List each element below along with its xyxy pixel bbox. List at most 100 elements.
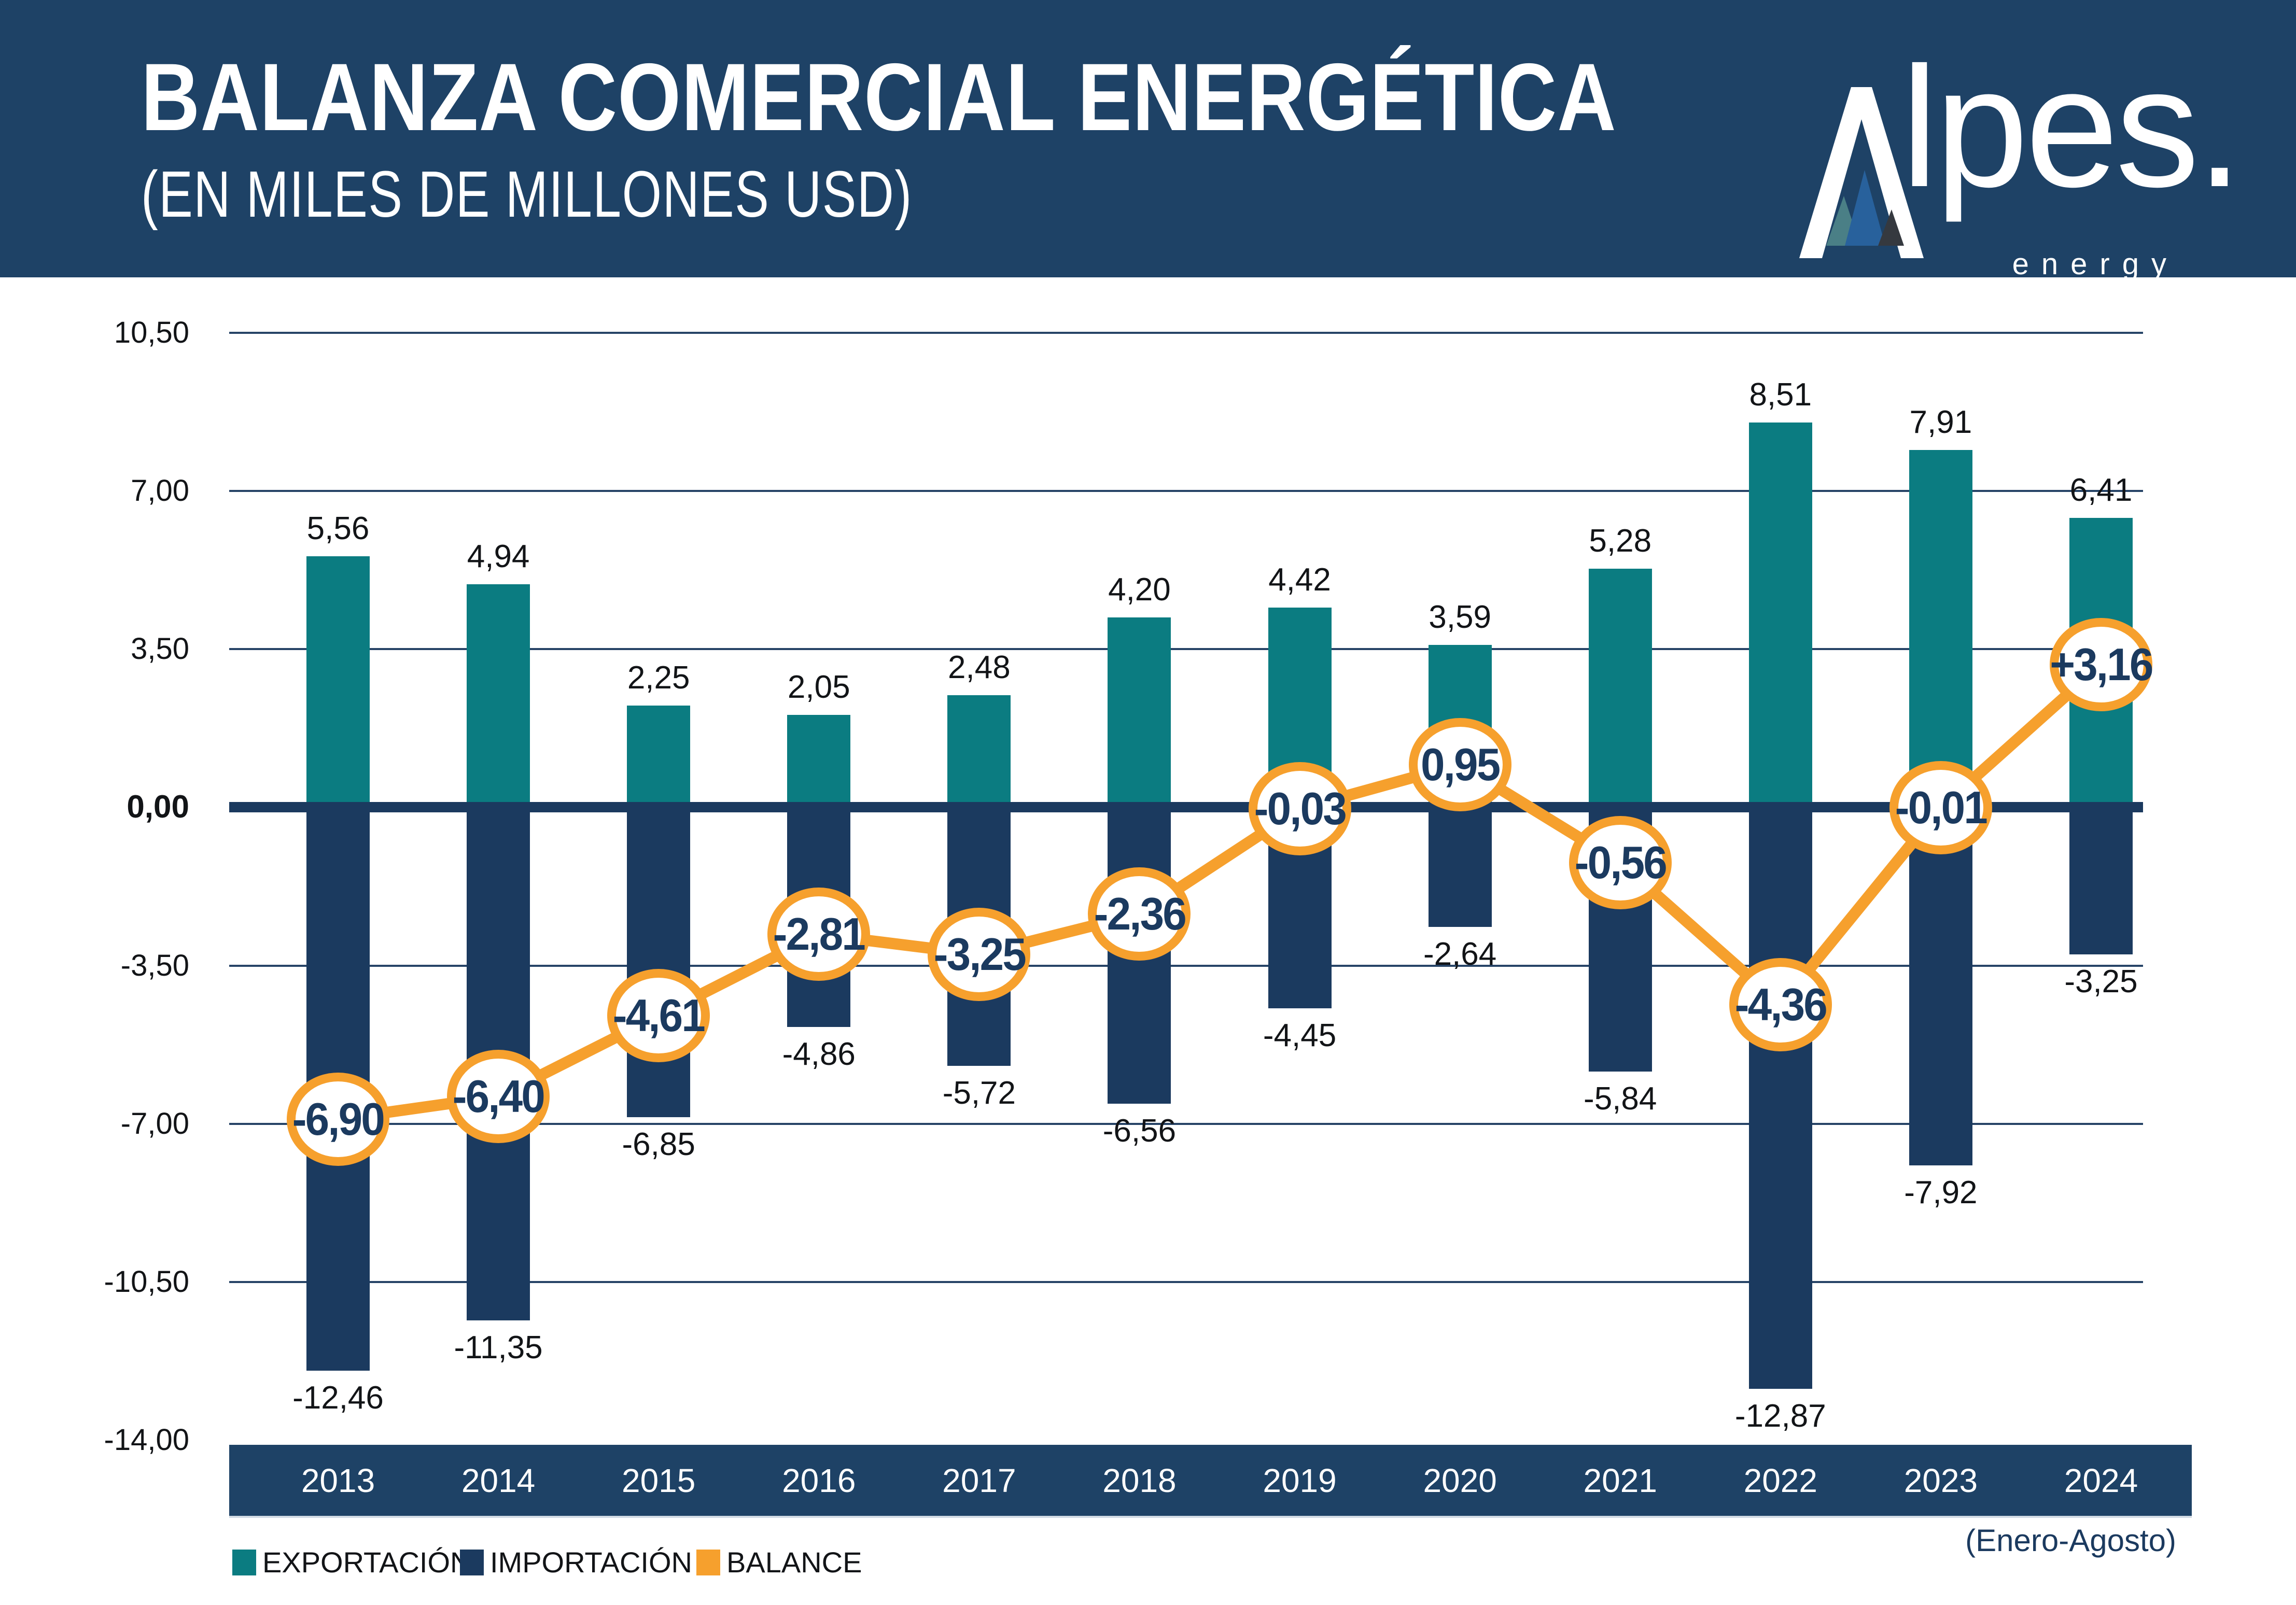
balance-value-label: 0,95 xyxy=(1420,738,1501,790)
balance-swatch-icon xyxy=(696,1550,720,1575)
export-value-label: 4,20 xyxy=(1108,572,1171,608)
legend-item-exportacion: EXPORTACIÓN xyxy=(232,1546,471,1579)
export-value-label: 5,28 xyxy=(1589,523,1652,559)
balance-value-label: -4,61 xyxy=(613,990,706,1041)
import-value-label: -4,45 xyxy=(1263,1018,1337,1054)
legend-label: IMPORTACIÓN xyxy=(490,1546,692,1579)
gridline-3,50 xyxy=(229,648,2143,651)
export-value-label: 2,25 xyxy=(627,660,690,696)
export-bar-2013 xyxy=(306,556,370,808)
footnote-enero-agosto: (Enero-Agosto) xyxy=(1965,1523,2176,1558)
export-value-label: 2,48 xyxy=(948,650,1011,686)
balance-marker-2017: -3,25 xyxy=(928,907,1031,1001)
y-axis-label-0,00: 0,00 xyxy=(127,789,189,825)
import-value-label: -5,84 xyxy=(1584,1080,1657,1117)
gridline--10,50 xyxy=(229,1280,2143,1283)
import-value-label: -6,56 xyxy=(1102,1113,1177,1149)
y-axis-label--10,50: -10,50 xyxy=(104,1264,189,1299)
legend-item-importacion: IMPORTACIÓN xyxy=(460,1546,692,1579)
x-axis-year-2022: 2022 xyxy=(1743,1461,1817,1499)
balance-value-label: -0,01 xyxy=(1895,782,1988,834)
balance-marker-2016: -2,81 xyxy=(767,888,871,981)
balance-value-label: -4,36 xyxy=(1734,978,1828,1030)
exportacion-swatch-icon xyxy=(232,1550,256,1575)
import-value-label: -5,72 xyxy=(942,1075,1016,1111)
export-value-label: 4,42 xyxy=(1268,562,1331,598)
balance-value-label: -6,90 xyxy=(292,1093,385,1145)
gridline--7,00 xyxy=(229,1122,2143,1125)
gridline-7,00 xyxy=(229,490,2143,492)
import-bar-2022 xyxy=(1748,807,1812,1389)
import-value-label: -12,87 xyxy=(1734,1398,1826,1434)
x-axis-band: 2013 2014 2015 2016 2017 2018 2019 2020 2021 2022… xyxy=(229,1445,2192,1516)
import-value-label: -7,92 xyxy=(1904,1174,1978,1210)
chart-title: BALANZA COMERCIAL ENERGÉTICA xyxy=(141,44,1617,151)
export-value-label: 7,91 xyxy=(1909,404,1972,440)
balance-value-label: -6,40 xyxy=(452,1071,545,1122)
header-banner: BALANZA COMERCIAL ENERGÉTICA (EN MILES D… xyxy=(0,0,2296,281)
balance-value-label: -0,03 xyxy=(1254,783,1347,835)
x-axis-year-2016: 2016 xyxy=(782,1461,856,1499)
x-axis-year-2018: 2018 xyxy=(1102,1461,1177,1499)
logo-energy-label: energy xyxy=(2012,247,2179,281)
export-bar-2017 xyxy=(947,695,1011,808)
y-axis-label--3,50: -3,50 xyxy=(120,948,189,982)
x-axis-year-2019: 2019 xyxy=(1263,1461,1337,1499)
export-bar-2021 xyxy=(1588,569,1652,808)
export-value-label: 5,56 xyxy=(306,510,370,546)
import-value-label: -6,85 xyxy=(622,1126,695,1162)
x-axis-year-2017: 2017 xyxy=(942,1461,1016,1499)
x-axis-year-2015: 2015 xyxy=(621,1461,696,1499)
export-bar-2023 xyxy=(1909,449,1972,808)
export-value-label: 3,59 xyxy=(1429,599,1491,636)
import-value-label: -4,86 xyxy=(782,1036,856,1073)
x-axis-year-2013: 2013 xyxy=(301,1461,375,1499)
x-axis-year-2024: 2024 xyxy=(2064,1461,2138,1499)
chart-subtitle: (EN MILES DE MILLONES USD) xyxy=(141,158,913,231)
import-bar-2015 xyxy=(627,807,691,1117)
legend-label: EXPORTACIÓN xyxy=(262,1546,471,1579)
balance-marker-2019: -0,03 xyxy=(1248,762,1351,856)
balance-marker-2023: -0,01 xyxy=(1889,761,1992,855)
import-value-label: -11,35 xyxy=(454,1329,543,1365)
balance-marker-2018: -2,36 xyxy=(1088,867,1191,961)
balance-value-label: +3,16 xyxy=(2050,638,2153,690)
y-axis-label-7,00: 7,00 xyxy=(131,474,189,508)
y-axis-label--14,00: -14,00 xyxy=(104,1423,189,1457)
import-bar-2020 xyxy=(1428,807,1492,927)
import-value-label: -12,46 xyxy=(292,1379,384,1416)
x-axis-year-2023: 2023 xyxy=(1903,1461,1978,1499)
y-axis-label-3,50: 3,50 xyxy=(131,632,189,666)
export-bar-2022 xyxy=(1748,423,1812,808)
balance-marker-2021: -0,56 xyxy=(1569,816,1672,910)
import-bar-2024 xyxy=(2069,807,2133,954)
balance-marker-2022: -4,36 xyxy=(1729,958,1832,1051)
balance-value-label: -3,25 xyxy=(933,928,1026,980)
alpes-energy-logo: lpes. energy xyxy=(1799,41,2243,281)
x-axis-year-2014: 2014 xyxy=(461,1461,536,1499)
balance-value-label: -2,81 xyxy=(773,908,866,960)
mountain-a-icon xyxy=(1799,87,1924,258)
x-axis-year-2021: 2021 xyxy=(1583,1461,1657,1499)
import-value-label: -2,64 xyxy=(1423,936,1497,972)
y-axis-label--7,00: -7,00 xyxy=(120,1106,189,1141)
balance-value-label: -0,56 xyxy=(1574,837,1668,889)
balance-marker-2014: -6,40 xyxy=(447,1050,550,1144)
legend-label: BALANCE xyxy=(726,1546,862,1579)
y-axis-label-10,50: 10,50 xyxy=(114,316,189,349)
balance-marker-2013: -6,90 xyxy=(287,1072,389,1166)
balance-marker-2015: -4,61 xyxy=(607,969,710,1063)
zero-line xyxy=(229,802,2143,813)
export-value-label: 8,51 xyxy=(1749,377,1812,413)
export-bar-2014 xyxy=(467,584,530,808)
import-bar-2023 xyxy=(1909,807,1972,1165)
export-bar-2016 xyxy=(787,714,851,808)
importacion-swatch-icon xyxy=(460,1550,484,1575)
gridline--3,50 xyxy=(229,964,2143,967)
export-value-label: 6,41 xyxy=(2069,472,2133,508)
logo-wordmark: lpes. xyxy=(1901,31,2243,222)
export-value-label: 4,94 xyxy=(467,538,530,574)
x-axis-year-2020: 2020 xyxy=(1423,1461,1497,1499)
balance-marker-2020: 0,95 xyxy=(1408,717,1511,811)
